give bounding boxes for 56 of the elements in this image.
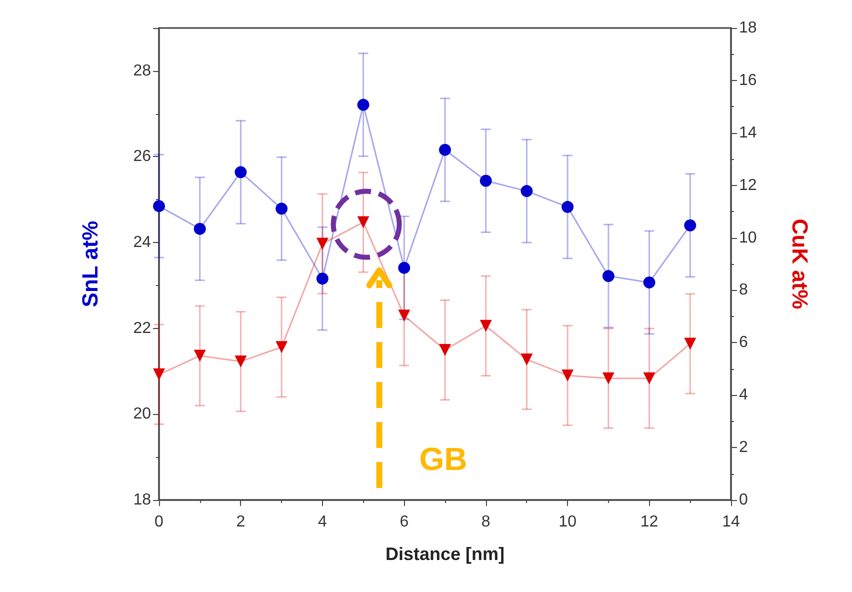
y2-axis-title: CuK at% <box>788 218 812 310</box>
y2-tick-label: 18 <box>739 20 757 36</box>
point <box>602 372 614 384</box>
x-tick-label: 4 <box>318 514 327 530</box>
y-tick-label: 22 <box>133 320 152 337</box>
point <box>234 356 247 368</box>
x-tick-label: 12 <box>640 514 658 530</box>
point <box>439 344 451 356</box>
x-tick-label: 8 <box>481 514 490 530</box>
y2-tick-label: 6 <box>739 334 748 352</box>
point <box>684 219 696 232</box>
point <box>276 341 288 354</box>
y2-tick-label: 2 <box>739 439 748 456</box>
y2-tick-label: 14 <box>739 124 757 142</box>
x-axis-title: Distance [nm] <box>385 544 505 564</box>
point <box>684 338 696 350</box>
point <box>480 174 492 187</box>
point <box>480 320 492 332</box>
y2-tick-label: 8 <box>739 282 748 299</box>
point <box>520 353 533 366</box>
y2-tick-label: 4 <box>739 386 748 404</box>
annotation: GB <box>419 441 468 477</box>
y-tick-label: 26 <box>133 148 152 166</box>
point <box>562 200 574 213</box>
point <box>602 270 614 282</box>
x-tick-label: 14 <box>722 514 740 530</box>
point <box>194 350 206 362</box>
y2-tick-label: 10 <box>739 229 757 246</box>
point <box>643 372 656 384</box>
y-tick-label: 28 <box>133 62 152 80</box>
point <box>398 262 410 274</box>
point <box>234 166 247 178</box>
y2-tick-label: 12 <box>739 176 757 194</box>
point <box>439 144 451 156</box>
y-tick-label: 24 <box>133 234 152 252</box>
x-tick-label: 10 <box>558 514 577 530</box>
y-tick-label: 18 <box>133 492 152 508</box>
y2-tick-label: 16 <box>739 72 757 89</box>
x-tick-label: 6 <box>400 514 409 530</box>
point <box>643 276 656 288</box>
point <box>153 200 165 212</box>
y-axis-title: SnL at% <box>78 220 102 308</box>
y2-tick-label: 0 <box>739 492 748 508</box>
point <box>357 98 370 111</box>
x-tick-label: 0 <box>154 514 164 530</box>
x-tick-label: 2 <box>236 514 246 530</box>
point <box>194 222 206 235</box>
y-tick-label: 20 <box>133 406 152 423</box>
point <box>357 216 370 228</box>
point <box>153 368 165 380</box>
point <box>520 185 533 198</box>
point <box>562 369 574 382</box>
point <box>276 202 288 215</box>
point <box>398 310 410 322</box>
point <box>316 272 328 285</box>
point <box>316 238 328 250</box>
